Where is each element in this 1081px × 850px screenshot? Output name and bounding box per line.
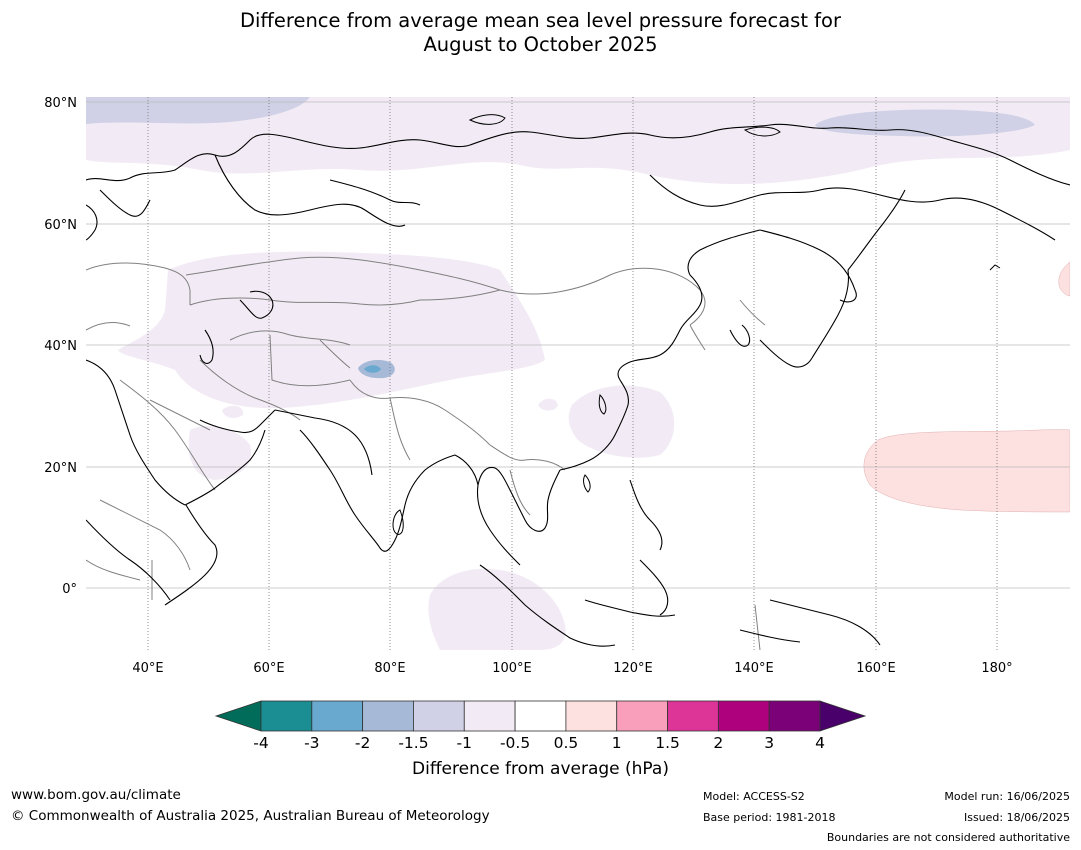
islands	[392, 114, 1001, 535]
lon-label-180: 180°	[981, 661, 1012, 676]
colorbar-segment	[260, 700, 313, 732]
north-pacific-positive	[1058, 261, 1070, 297]
arctic-negative-band	[86, 97, 1070, 185]
title-line-1: Difference from average mean sea level p…	[240, 9, 841, 32]
colorbar-segment	[413, 700, 465, 732]
colorbar-segment	[463, 700, 516, 732]
colorbar-segments	[260, 700, 821, 732]
colorbar-segment	[616, 700, 668, 732]
arabia-negative	[188, 425, 251, 480]
lon-label-160e: 160°E	[856, 661, 896, 676]
colorbar-tick-label: 2	[713, 734, 723, 752]
colorbar: -4 -3 -2 -1.5 -1 -0.5 0.5 1 1.5 2 3 4	[214, 700, 867, 752]
model-run-date: Model run: 16/06/2025	[944, 790, 1070, 803]
central-asia-negative	[118, 251, 545, 409]
lon-label-40e: 40°E	[132, 661, 163, 676]
colorbar-tick-label: -1	[457, 734, 472, 752]
colorbar-over-triangle	[819, 700, 867, 732]
boundaries-disclaimer: Boundaries are not considered authoritat…	[826, 831, 1070, 844]
maritime-negative	[428, 568, 566, 650]
colorbar-tick-label: -4	[253, 734, 268, 752]
colorbar-tick-labels: -4 -3 -2 -1.5 -1 -0.5 0.5 1 1.5 2 3 4	[253, 734, 825, 752]
lat-label-20n: 20°N	[44, 461, 77, 476]
lon-label-100e: 100°E	[492, 661, 532, 676]
arctic-west-minus-1.5	[86, 97, 310, 124]
issued-date: Issued: 18/06/2025	[963, 811, 1070, 824]
lon-label-140e: 140°E	[734, 661, 774, 676]
colorbar-segment	[362, 700, 414, 732]
country-borders	[86, 256, 766, 650]
lat-label-80n: 80°N	[44, 96, 77, 111]
colorbar-tick-label: 1.5	[655, 734, 680, 752]
lat-label-40n: 40°N	[44, 339, 77, 354]
title-line-2: August to October 2025	[423, 33, 658, 56]
map-title: Difference from average mean sea level p…	[0, 9, 1081, 57]
colorbar-segment	[768, 700, 821, 732]
colorbar-tick-label: 0.5	[554, 734, 579, 752]
small-negative-patch	[538, 398, 558, 411]
pacific-positive	[863, 429, 1070, 513]
colorbar-tick-label: -2	[355, 734, 370, 752]
colorbar-title: Difference from average (hPa)	[412, 759, 669, 779]
lon-label-60e: 60°E	[253, 661, 284, 676]
colorbar-tick-label: -1.5	[398, 734, 428, 752]
caspian-negative-patch	[222, 405, 244, 418]
lon-label-80e: 80°E	[374, 661, 405, 676]
tibet-minus-3	[364, 365, 381, 373]
colorbar-tick-label: -3	[304, 734, 319, 752]
graticule	[86, 97, 1070, 650]
lat-label-60n: 60°N	[44, 218, 77, 233]
colorbar-tick-label: 1	[612, 734, 622, 752]
website-link[interactable]: www.bom.gov.au/climate	[11, 787, 181, 803]
map-area	[86, 97, 1070, 650]
colorbar-segment	[717, 700, 770, 732]
colorbar-tick-label: -0.5	[500, 734, 530, 752]
latitude-labels: 80°N 60°N 40°N 20°N 0°	[44, 96, 77, 597]
anomaly-shading	[86, 97, 1070, 650]
colorbar-segment	[667, 700, 719, 732]
latitude-lines	[86, 101, 1070, 589]
colorbar-tick-label: 4	[815, 734, 825, 752]
lon-label-120e: 120°E	[613, 661, 653, 676]
colorbar-segment	[514, 700, 567, 732]
coastlines	[86, 123, 1070, 647]
lat-label-0: 0°	[62, 582, 77, 597]
model-name: Model: ACCESS-S2	[703, 790, 805, 803]
colorbar-segment	[565, 700, 618, 732]
longitude-labels: 40°E 60°E 80°E 100°E 120°E 140°E 160°E 1…	[132, 661, 1012, 676]
longitude-lines	[147, 97, 998, 650]
base-period: Base period: 1981-2018	[703, 811, 836, 824]
copyright-text: © Commonwealth of Australia 2025, Austra…	[11, 808, 490, 824]
colorbar-segment	[311, 700, 364, 732]
colorbar-tick-label: 3	[764, 734, 774, 752]
colorbar-under-triangle	[214, 700, 262, 732]
